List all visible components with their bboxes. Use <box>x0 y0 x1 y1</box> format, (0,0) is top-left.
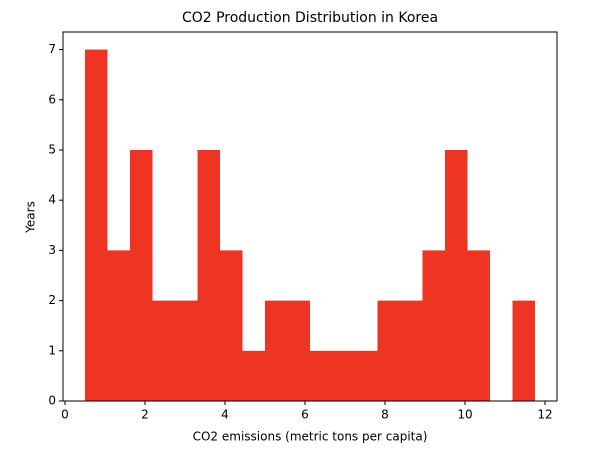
axes-frame <box>62 31 558 402</box>
bar <box>332 350 355 401</box>
chart-title: CO2 Production Distribution in Korea <box>182 10 438 26</box>
bar <box>242 350 265 401</box>
y-tick-label: 3 <box>48 243 56 257</box>
bar <box>107 250 130 401</box>
bar <box>85 49 108 401</box>
y-tick-label: 6 <box>48 92 56 106</box>
x-tick-label: 2 <box>141 408 149 422</box>
bar <box>377 300 400 401</box>
bar <box>355 350 378 401</box>
bar <box>400 300 423 401</box>
bar <box>152 300 175 401</box>
bar <box>265 300 288 401</box>
bar <box>310 350 333 401</box>
y-tick-label: 1 <box>48 343 56 357</box>
x-tick-label: 0 <box>61 408 69 422</box>
bar <box>467 250 490 401</box>
x-tick-label: 12 <box>537 408 552 422</box>
bar <box>175 300 198 401</box>
x-tick-label: 6 <box>301 408 309 422</box>
bar <box>287 300 310 401</box>
x-tick-label: 10 <box>457 408 472 422</box>
bar <box>422 250 445 401</box>
bar <box>220 250 243 401</box>
y-tick-label: 0 <box>48 394 56 408</box>
x-axis-label: CO2 emissions (metric tons per capita) <box>193 430 428 444</box>
y-tick-label: 7 <box>48 42 56 56</box>
y-tick-label: 4 <box>48 193 56 207</box>
y-axis-label: Years <box>24 201 38 234</box>
bar <box>445 149 468 401</box>
x-tick-label: 8 <box>381 408 389 422</box>
y-tick-label: 2 <box>48 293 56 307</box>
bar <box>512 300 535 401</box>
x-tick-label: 4 <box>221 408 229 422</box>
bar <box>130 149 153 401</box>
y-tick-label: 5 <box>48 142 56 156</box>
bar <box>197 149 220 401</box>
